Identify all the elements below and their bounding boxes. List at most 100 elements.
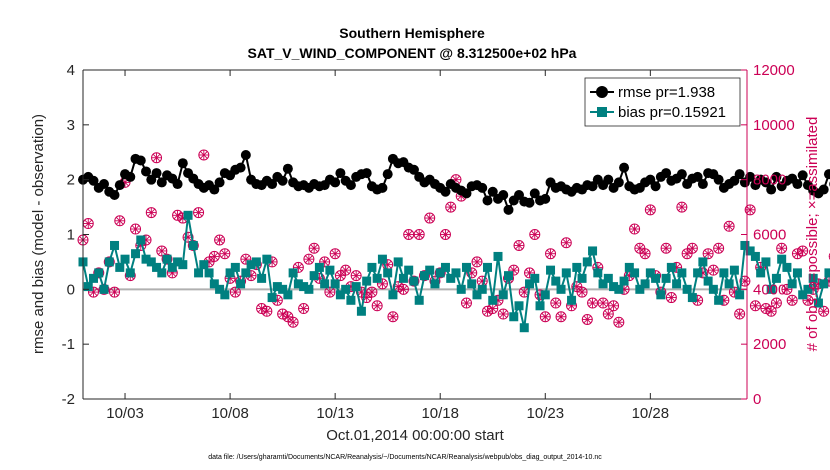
obs-count-point [665,292,677,304]
bias-point [572,262,582,272]
obs-count-point [481,305,493,317]
obs-count-point [555,311,567,323]
bias-point [131,249,141,259]
obs-count-point [707,264,719,276]
bias-point [404,265,414,275]
bias-point [115,262,125,272]
bias-point [498,290,508,300]
obs-count-point [445,201,457,213]
bias-point [288,268,298,278]
bias-point [750,251,760,261]
bias-point [83,282,93,292]
obs-count-point [581,313,593,325]
obs-count-point [156,245,168,257]
y-tick-label: 1 [67,227,75,244]
obs-count-point [797,245,809,257]
rmse-point [282,163,293,174]
rmse-point [125,171,136,182]
bias-point [598,279,608,289]
series-layer [77,149,830,333]
bias-point [682,284,692,294]
rmse-point [650,181,661,192]
bias-point [446,273,456,283]
legend-rmse-marker [596,86,608,98]
obs-count-point [240,253,252,265]
obs-count-point [560,237,572,249]
rmse-point [141,166,152,177]
bias-point [141,254,151,264]
bias-point [388,290,398,300]
bias-point [504,271,514,281]
obs-count-point [303,253,315,265]
bias-point [188,240,198,250]
obs-count-point [497,308,509,320]
obs-count-point [319,256,331,268]
bias-point [335,290,345,300]
rmse-point [109,190,120,201]
obs-count-point [818,305,830,317]
rmse-point [498,190,509,201]
rmse-point [603,174,614,185]
bias-point [293,279,303,289]
obs-count-point [545,248,557,260]
y-tick-label-right: 6000 [753,227,786,244]
obs-count-point [114,215,126,227]
x-tick-label: 10/03 [106,405,144,422]
bias-point [577,273,587,283]
rmse-point [156,177,167,188]
rmse-point [345,180,356,191]
bias-point [330,279,340,289]
bias-point [493,251,503,261]
bias-point [693,268,703,278]
bias-point [766,284,776,294]
rmse-point [524,197,535,208]
rmse-point [235,162,246,173]
rmse-point [823,169,830,180]
obs-count-point [287,316,299,328]
bias-point [272,282,282,292]
y-tick-label-right: 2000 [753,336,786,353]
y-tick-label: 4 [67,62,75,79]
obs-count-point [765,305,777,317]
bias-point [393,257,403,267]
rmse-point [766,184,777,195]
bias-point [672,279,682,289]
obs-count-point [576,286,588,298]
bias-point [798,290,808,300]
bias-point [194,268,204,278]
obs-count-point [828,252,830,260]
obs-count-point [613,316,625,328]
bias-point [236,279,246,289]
bias-point [609,282,619,292]
ticks-layer: 10/03 10/08 10/13 10/18 10/23 10/28-2-1012340… [62,62,795,422]
obs-count-point [261,305,273,317]
obs-count-point [298,303,310,315]
obs-count-point [550,297,562,309]
y-tick-label-right: 8000 [753,172,786,189]
rmse-point [619,162,630,173]
bias-point [372,273,382,283]
obs-count-point [82,218,94,230]
bias-point [630,268,640,278]
y-tick-label-right: 4000 [753,281,786,298]
rmse-point [330,177,341,188]
bias-point [451,268,461,278]
obs-count-point [713,242,725,254]
obs-count-point [529,229,541,240]
rmse-point [713,174,724,185]
rmse-point [277,175,288,186]
obs-count-point [397,283,409,295]
bias-point [251,257,261,267]
bias-point [698,257,708,267]
rmse-point [797,170,808,181]
bias-point [209,279,219,289]
bias-point [162,254,172,264]
obs-count-point [723,220,735,232]
bias-point [351,282,361,292]
obs-count-point [471,256,483,268]
obs-count-point [460,297,472,309]
bias-point [283,290,293,300]
bias-point [225,268,235,278]
bias-point [645,268,655,278]
obs-count-point [786,294,798,306]
